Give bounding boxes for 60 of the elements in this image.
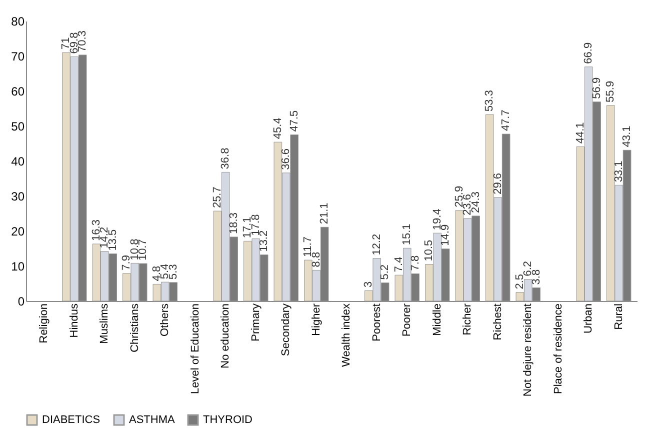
data-label: 8.8 bbox=[310, 252, 322, 268]
data-label: 44.1 bbox=[574, 122, 586, 144]
data-label: 47.7 bbox=[500, 110, 512, 132]
x-tick-label: Religion bbox=[38, 304, 50, 344]
x-tick-label: Richest bbox=[492, 304, 504, 340]
x-tick-label: Muslims bbox=[98, 303, 111, 344]
x-tick-label: Urban bbox=[582, 304, 595, 334]
data-label: 36.6 bbox=[280, 148, 292, 170]
data-label: 15.1 bbox=[401, 224, 414, 246]
data-label: 12.2 bbox=[370, 234, 383, 256]
x-tick-label: No education bbox=[220, 304, 232, 368]
x-tick-label: Not dejure resident bbox=[522, 304, 534, 396]
x-tick-label: Hindus bbox=[68, 303, 80, 338]
x-tick-label: Primary bbox=[250, 303, 262, 342]
data-label: 53.3 bbox=[484, 90, 496, 112]
data-label: 14.9 bbox=[440, 224, 452, 246]
data-label: 47.5 bbox=[288, 110, 300, 132]
data-label: 66.9 bbox=[582, 42, 595, 64]
x-tick-label: Wealth index bbox=[340, 303, 353, 367]
data-label: 55.9 bbox=[604, 80, 617, 102]
data-label: 13.2 bbox=[258, 230, 270, 252]
x-tick-label: Others bbox=[159, 303, 172, 337]
x-tick-label: Rural bbox=[612, 304, 625, 330]
data-label: 56.9 bbox=[590, 77, 603, 99]
data-label: 18.3 bbox=[228, 212, 240, 234]
data-label: 25.7 bbox=[211, 186, 224, 208]
y-tick-label: 80 bbox=[11, 14, 25, 28]
data-label: 33.1 bbox=[612, 160, 625, 182]
x-tick-label: Poorest bbox=[370, 304, 383, 342]
data-label: 10.5 bbox=[423, 240, 436, 262]
legend-label: DIABETICS bbox=[42, 414, 100, 426]
data-label: 70.3 bbox=[76, 30, 89, 52]
y-tick-label: 70 bbox=[11, 50, 25, 64]
data-label: 21.1 bbox=[318, 202, 331, 224]
y-tick-label: 40 bbox=[11, 154, 25, 168]
y-tick-label: 30 bbox=[11, 190, 25, 204]
data-label: 7.4 bbox=[392, 256, 405, 272]
data-label: 45.4 bbox=[272, 118, 284, 140]
data-label: 10.7 bbox=[137, 239, 150, 261]
x-tick-label: Christians bbox=[128, 303, 141, 352]
y-tick-label: 50 bbox=[11, 120, 25, 134]
y-tick-label: 0 bbox=[18, 294, 25, 308]
legend-label: ASTHMA bbox=[129, 414, 176, 426]
legend-label: THYROID bbox=[203, 414, 253, 426]
data-label: 7.8 bbox=[409, 255, 422, 271]
x-tick-label: Place of residence bbox=[552, 304, 564, 394]
x-tick-label: Poorer bbox=[401, 303, 414, 337]
x-tick-label: Middle bbox=[431, 304, 444, 336]
y-tick-label: 60 bbox=[11, 84, 25, 98]
x-tick-label: Secondary bbox=[280, 303, 292, 356]
data-label: 5.2 bbox=[379, 264, 392, 280]
y-tick-label: 10 bbox=[11, 260, 25, 274]
x-tick-label: Higher bbox=[310, 303, 322, 336]
y-tick-label: 20 bbox=[11, 224, 25, 238]
data-label: 3 bbox=[362, 281, 375, 288]
data-label: 36.8 bbox=[220, 148, 232, 170]
x-tick-label: Level of Education bbox=[189, 304, 202, 394]
data-label: 29.6 bbox=[492, 172, 504, 194]
x-tick-label: Richer bbox=[462, 303, 474, 336]
data-label: 43.1 bbox=[621, 126, 634, 148]
